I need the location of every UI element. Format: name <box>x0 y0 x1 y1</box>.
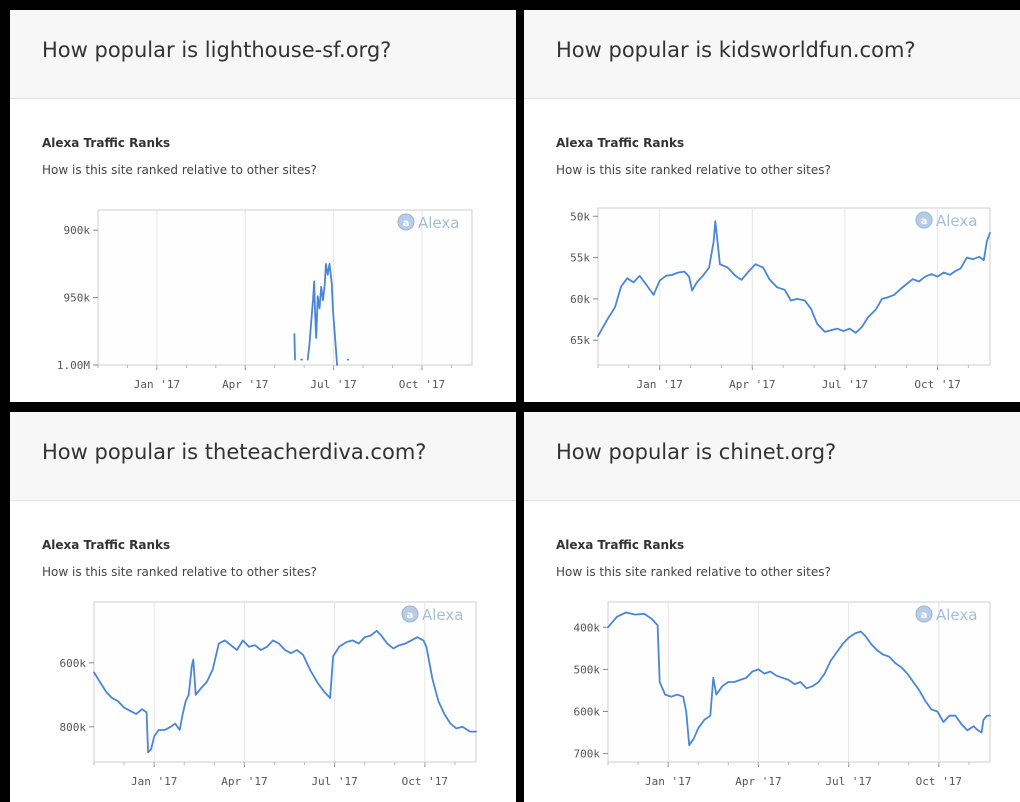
section-title: Alexa Traffic Ranks <box>556 136 685 150</box>
panel-chinet: How popular is chinet.org? Alexa Traffic… <box>524 412 1020 802</box>
panel-title: How popular is chinet.org? <box>556 440 837 464</box>
rank-series-line <box>607 611 991 747</box>
y-tick-label: 1.00M <box>57 359 90 372</box>
y-tick-label: 950k <box>64 292 91 305</box>
alexa-logo-glyph: a <box>407 610 414 621</box>
plot-area <box>597 207 991 366</box>
x-tick-label: Jan '17 <box>134 378 180 391</box>
rank-series-line <box>597 220 991 337</box>
x-tick-label: Apr '17 <box>222 378 268 391</box>
x-tick-label: Jan '17 <box>637 378 683 391</box>
plot-area <box>93 601 477 763</box>
y-tick-label: 55k <box>570 252 590 265</box>
x-tick-label: Jul '17 <box>310 378 356 391</box>
alexa-logo-glyph: a <box>403 218 410 229</box>
y-tick-label: 400k <box>574 621 601 634</box>
section-subtitle: How is this site ranked relative to othe… <box>556 565 831 579</box>
y-tick-label: 800k <box>60 721 87 734</box>
traffic-rank-chart: Jan '17 Apr '17 Jul '17 Oct '17 400k 500k 600k… <box>574 601 991 788</box>
y-tick-label: 65k <box>570 334 590 347</box>
x-tick-label: Jul '17 <box>825 775 871 788</box>
alexa-logo-glyph: a <box>921 216 928 227</box>
plot-area <box>97 209 473 366</box>
alexa-logo-icon <box>401 605 419 623</box>
alexa-logo-icon <box>915 605 933 623</box>
panel-kidsworldfun: How popular is kidsworldfun.com? Alexa T… <box>524 10 1020 402</box>
x-tick-label: Apr '17 <box>735 775 781 788</box>
panel-theteacherdiva: How popular is theteacherdiva.com? Alexa… <box>10 412 516 802</box>
y-tick-label: 700k <box>574 748 601 761</box>
traffic-rank-chart: Jan '17 Apr '17 Jul '17 Oct '17 900k 950k 1.00… <box>57 209 473 391</box>
panel-lighthouse: How popular is lighthouse-sf.org? Alexa … <box>10 10 516 402</box>
alexa-logo-icon <box>397 213 415 231</box>
traffic-rank-chart: Jan '17 Apr '17 Jul '17 Oct '17 600k 800k a Ale… <box>60 601 477 788</box>
alexa-watermark: Alexa <box>422 606 463 624</box>
section-subtitle: How is this site ranked relative to othe… <box>556 163 831 177</box>
x-tick-label: Jan '17 <box>645 775 691 788</box>
x-tick-label: Apr '17 <box>221 775 267 788</box>
x-tick-label: Oct '17 <box>916 775 962 788</box>
section-title: Alexa Traffic Ranks <box>42 538 171 552</box>
panel-header: How popular is chinet.org? <box>524 412 1020 501</box>
y-tick-label: 500k <box>574 663 601 676</box>
x-tick-label: Jan '17 <box>131 775 177 788</box>
panel-title: How popular is lighthouse-sf.org? <box>42 38 392 62</box>
alexa-watermark: Alexa <box>936 606 977 624</box>
x-tick-label: Oct '17 <box>914 378 960 391</box>
alexa-watermark: Alexa <box>936 212 977 230</box>
alexa-watermark: Alexa <box>418 214 459 232</box>
y-tick-label: 60k <box>570 293 590 306</box>
alexa-logo-glyph: a <box>921 610 928 621</box>
section-title: Alexa Traffic Ranks <box>556 538 685 552</box>
x-tick-label: Oct '17 <box>399 378 445 391</box>
section-title: Alexa Traffic Ranks <box>42 136 171 150</box>
x-tick-label: Oct '17 <box>402 775 448 788</box>
x-tick-label: Apr '17 <box>729 378 775 391</box>
panel-header: How popular is lighthouse-sf.org? <box>10 10 516 99</box>
rank-series-line <box>293 333 296 361</box>
y-tick-label: 600k <box>60 657 87 670</box>
traffic-rank-chart: Jan '17 Apr '17 Jul '17 Oct '17 50k 55k 60k 65k… <box>570 207 991 391</box>
rank-series-line <box>93 629 477 754</box>
panel-header: How popular is kidsworldfun.com? <box>524 10 1020 99</box>
section-subtitle: How is this site ranked relative to othe… <box>42 565 317 579</box>
alexa-logo-icon <box>915 211 933 229</box>
y-tick-label: 600k <box>574 705 601 718</box>
y-tick-label: 50k <box>570 210 590 223</box>
x-tick-label: Jul '17 <box>822 378 868 391</box>
rank-series-line <box>306 263 338 366</box>
panel-title: How popular is kidsworldfun.com? <box>556 38 916 62</box>
panel-header: How popular is theteacherdiva.com? <box>10 412 516 501</box>
y-tick-label: 900k <box>64 224 91 237</box>
section-subtitle: How is this site ranked relative to othe… <box>42 163 317 177</box>
panel-title: How popular is theteacherdiva.com? <box>42 440 427 464</box>
x-tick-label: Jul '17 <box>311 775 357 788</box>
